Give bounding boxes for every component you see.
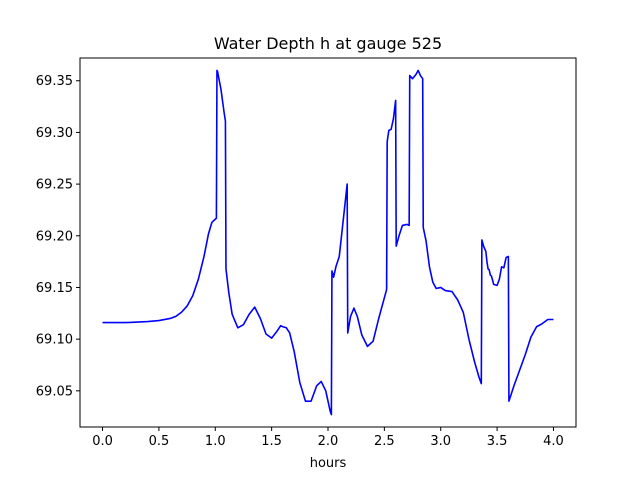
x-tick-label-7: 3.5 [487,434,508,449]
x-tick-label-8: 4.0 [543,434,564,449]
y-tick-label-2: 69.15 [36,281,73,296]
y-tick-label-3: 69.20 [36,229,73,244]
y-axis-ticks: 69.05 69.10 69.15 69.20 69.25 69.30 69.35 [36,74,80,399]
x-tick-label-2: 1.0 [205,434,226,449]
x-tick-label-5: 2.5 [374,434,395,449]
x-axis-ticks: 0.0 0.5 1.0 1.5 2.0 2.5 3.0 3.5 4.0 [92,427,564,449]
axes-frame [79,57,577,428]
y-tick-label-1: 69.10 [36,333,73,348]
chart-title: Water Depth h at gauge 525 [214,34,442,53]
x-axis-label: hours [310,456,347,471]
series-layer [102,69,554,416]
y-tick-label-5: 69.30 [36,126,73,141]
x-tick-label-0: 0.0 [92,434,113,449]
x-tick-label-1: 0.5 [149,434,170,449]
x-tick-label-3: 1.5 [261,434,282,449]
series-line-0 [102,69,554,416]
y-tick-label-6: 69.35 [36,74,73,89]
y-tick-label-4: 69.25 [36,178,73,193]
x-tick-label-6: 3.0 [430,434,451,449]
y-tick-label-0: 69.05 [36,384,73,399]
x-tick-label-4: 2.0 [318,434,339,449]
